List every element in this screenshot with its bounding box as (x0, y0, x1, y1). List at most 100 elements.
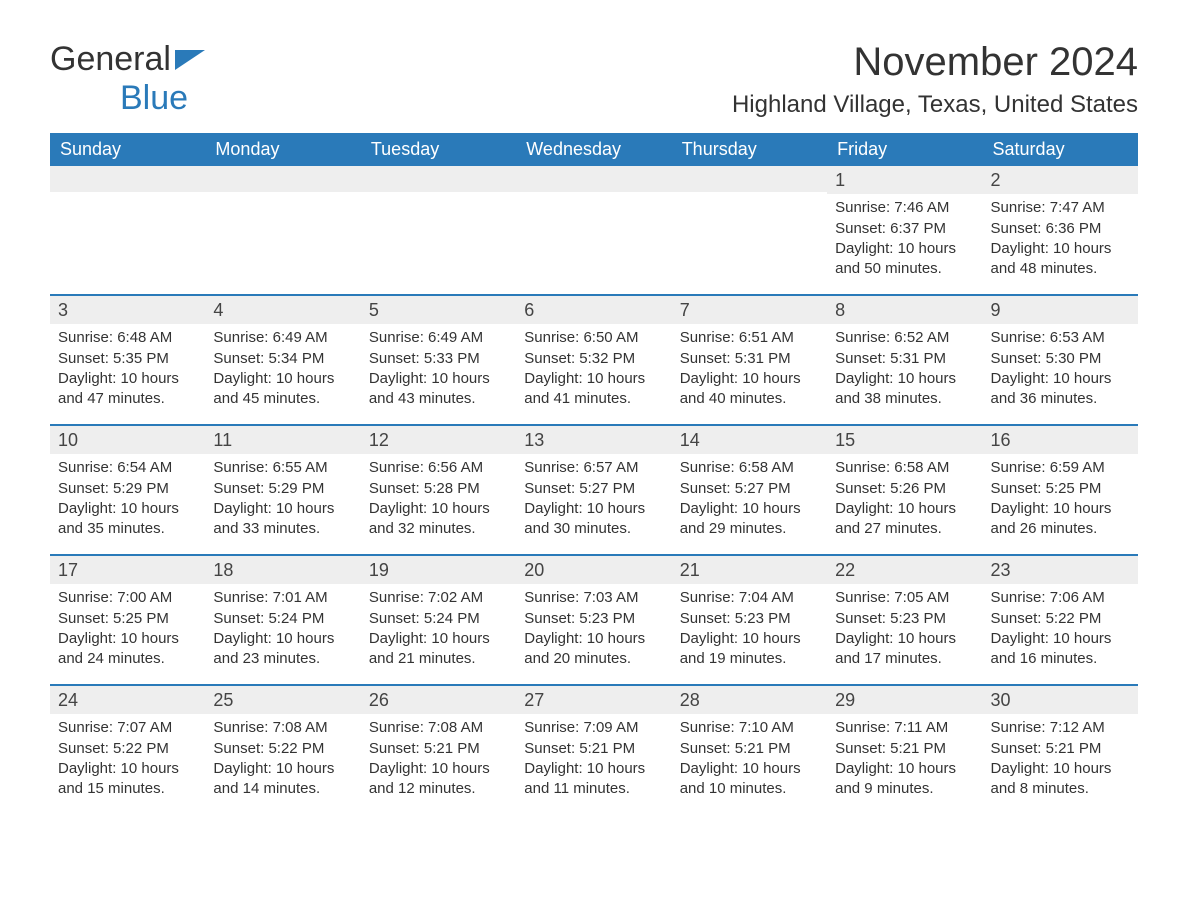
day-cell: 22Sunrise: 7:05 AMSunset: 5:23 PMDayligh… (827, 556, 982, 684)
day-number: 16 (983, 426, 1138, 454)
daylight-text: Daylight: 10 hours and 16 minutes. (991, 629, 1130, 670)
day-number (672, 166, 827, 192)
day-number (516, 166, 671, 192)
day-cell: 23Sunrise: 7:06 AMSunset: 5:22 PMDayligh… (983, 556, 1138, 684)
sunrise-text: Sunrise: 6:58 AM (680, 458, 819, 478)
day-cell: 28Sunrise: 7:10 AMSunset: 5:21 PMDayligh… (672, 686, 827, 814)
dayname: Wednesday (516, 133, 671, 166)
sunset-text: Sunset: 5:21 PM (524, 739, 663, 759)
sunrise-text: Sunrise: 6:49 AM (213, 328, 352, 348)
daylight-text: Daylight: 10 hours and 36 minutes. (991, 369, 1130, 410)
day-number: 29 (827, 686, 982, 714)
sunset-text: Sunset: 5:29 PM (58, 479, 197, 499)
day-cell: 9 Sunrise: 6:53 AMSunset: 5:30 PMDaylight… (983, 296, 1138, 424)
day-number: 7 (672, 296, 827, 324)
sunset-text: Sunset: 5:24 PM (213, 609, 352, 629)
day-number: 24 (50, 686, 205, 714)
sunrise-text: Sunrise: 7:10 AM (680, 718, 819, 738)
header: General Blue November 2024 Highland Vill… (50, 40, 1138, 125)
day-body: Sunrise: 7:06 AMSunset: 5:22 PMDaylight:… (983, 584, 1138, 677)
day-body: Sunrise: 7:11 AMSunset: 5:21 PMDaylight:… (827, 714, 982, 807)
day-cell: 17Sunrise: 7:00 AMSunset: 5:25 PMDayligh… (50, 556, 205, 684)
day-cell: 25Sunrise: 7:08 AMSunset: 5:22 PMDayligh… (205, 686, 360, 814)
day-cell: 20Sunrise: 7:03 AMSunset: 5:23 PMDayligh… (516, 556, 671, 684)
daylight-text: Daylight: 10 hours and 38 minutes. (835, 369, 974, 410)
sunrise-text: Sunrise: 6:49 AM (369, 328, 508, 348)
month-title: November 2024 (732, 40, 1138, 85)
day-cell: 26Sunrise: 7:08 AMSunset: 5:21 PMDayligh… (361, 686, 516, 814)
day-body: Sunrise: 6:51 AMSunset: 5:31 PMDaylight:… (672, 324, 827, 417)
sunset-text: Sunset: 6:36 PM (991, 219, 1130, 239)
daylight-text: Daylight: 10 hours and 14 minutes. (213, 759, 352, 800)
sunset-text: Sunset: 5:25 PM (991, 479, 1130, 499)
day-cell (361, 166, 516, 294)
day-number: 8 (827, 296, 982, 324)
day-body: Sunrise: 7:04 AMSunset: 5:23 PMDaylight:… (672, 584, 827, 677)
daylight-text: Daylight: 10 hours and 41 minutes. (524, 369, 663, 410)
daylight-text: Daylight: 10 hours and 9 minutes. (835, 759, 974, 800)
day-number: 27 (516, 686, 671, 714)
dayname: Sunday (50, 133, 205, 166)
day-body: Sunrise: 7:00 AMSunset: 5:25 PMDaylight:… (50, 584, 205, 677)
dayname: Tuesday (361, 133, 516, 166)
day-body: Sunrise: 7:47 AMSunset: 6:36 PMDaylight:… (983, 194, 1138, 287)
daylight-text: Daylight: 10 hours and 15 minutes. (58, 759, 197, 800)
daylight-text: Daylight: 10 hours and 12 minutes. (369, 759, 508, 800)
sunset-text: Sunset: 5:21 PM (369, 739, 508, 759)
day-cell: 5Sunrise: 6:49 AMSunset: 5:33 PMDaylight… (361, 296, 516, 424)
day-number: 26 (361, 686, 516, 714)
daylight-text: Daylight: 10 hours and 45 minutes. (213, 369, 352, 410)
day-body: Sunrise: 7:10 AMSunset: 5:21 PMDaylight:… (672, 714, 827, 807)
day-number: 9 (983, 296, 1138, 324)
sunrise-text: Sunrise: 7:47 AM (991, 198, 1130, 218)
sunrise-text: Sunrise: 6:58 AM (835, 458, 974, 478)
daylight-text: Daylight: 10 hours and 48 minutes. (991, 239, 1130, 280)
sunrise-text: Sunrise: 6:53 AM (991, 328, 1130, 348)
day-number: 28 (672, 686, 827, 714)
day-cell: 30Sunrise: 7:12 AMSunset: 5:21 PMDayligh… (983, 686, 1138, 814)
day-number: 18 (205, 556, 360, 584)
daylight-text: Daylight: 10 hours and 26 minutes. (991, 499, 1130, 540)
daylight-text: Daylight: 10 hours and 33 minutes. (213, 499, 352, 540)
logo-flag-icon (175, 57, 205, 74)
sunset-text: Sunset: 5:34 PM (213, 349, 352, 369)
day-cell: 10Sunrise: 6:54 AMSunset: 5:29 PMDayligh… (50, 426, 205, 554)
day-body: Sunrise: 6:58 AMSunset: 5:27 PMDaylight:… (672, 454, 827, 547)
day-cell: 14Sunrise: 6:58 AMSunset: 5:27 PMDayligh… (672, 426, 827, 554)
logo: General Blue (50, 40, 205, 118)
day-number: 6 (516, 296, 671, 324)
day-cell: 19Sunrise: 7:02 AMSunset: 5:24 PMDayligh… (361, 556, 516, 684)
day-cell: 15Sunrise: 6:58 AMSunset: 5:26 PMDayligh… (827, 426, 982, 554)
sunrise-text: Sunrise: 7:03 AM (524, 588, 663, 608)
weeks-container: 1Sunrise: 7:46 AMSunset: 6:37 PMDaylight… (50, 166, 1138, 814)
dayname-row: Sunday Monday Tuesday Wednesday Thursday… (50, 133, 1138, 166)
dayname: Thursday (672, 133, 827, 166)
day-body: Sunrise: 7:03 AMSunset: 5:23 PMDaylight:… (516, 584, 671, 677)
daylight-text: Daylight: 10 hours and 40 minutes. (680, 369, 819, 410)
sunset-text: Sunset: 5:22 PM (213, 739, 352, 759)
day-body: Sunrise: 6:58 AMSunset: 5:26 PMDaylight:… (827, 454, 982, 547)
day-body: Sunrise: 6:55 AMSunset: 5:29 PMDaylight:… (205, 454, 360, 547)
sunset-text: Sunset: 5:23 PM (524, 609, 663, 629)
day-cell (205, 166, 360, 294)
sunrise-text: Sunrise: 6:52 AM (835, 328, 974, 348)
sunrise-text: Sunrise: 7:00 AM (58, 588, 197, 608)
logo-word2: Blue (120, 79, 188, 117)
title-block: November 2024 Highland Village, Texas, U… (732, 40, 1138, 125)
day-cell (672, 166, 827, 294)
sunset-text: Sunset: 5:30 PM (991, 349, 1130, 369)
week-row: 17Sunrise: 7:00 AMSunset: 5:25 PMDayligh… (50, 554, 1138, 684)
daylight-text: Daylight: 10 hours and 21 minutes. (369, 629, 508, 670)
sunrise-text: Sunrise: 7:09 AM (524, 718, 663, 738)
day-number: 4 (205, 296, 360, 324)
day-cell: 13Sunrise: 6:57 AMSunset: 5:27 PMDayligh… (516, 426, 671, 554)
daylight-text: Daylight: 10 hours and 11 minutes. (524, 759, 663, 800)
sunrise-text: Sunrise: 7:08 AM (213, 718, 352, 738)
daylight-text: Daylight: 10 hours and 47 minutes. (58, 369, 197, 410)
day-body: Sunrise: 6:56 AMSunset: 5:28 PMDaylight:… (361, 454, 516, 547)
week-row: 3Sunrise: 6:48 AMSunset: 5:35 PMDaylight… (50, 294, 1138, 424)
day-body: Sunrise: 6:57 AMSunset: 5:27 PMDaylight:… (516, 454, 671, 547)
daylight-text: Daylight: 10 hours and 43 minutes. (369, 369, 508, 410)
week-row: 24Sunrise: 7:07 AMSunset: 5:22 PMDayligh… (50, 684, 1138, 814)
sunset-text: Sunset: 5:32 PM (524, 349, 663, 369)
